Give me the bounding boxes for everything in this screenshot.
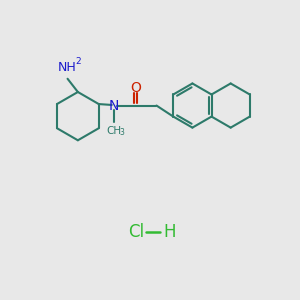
Text: O: O [130, 81, 141, 95]
Text: N: N [109, 98, 119, 112]
Text: 2: 2 [75, 57, 80, 66]
Text: 3: 3 [119, 128, 124, 136]
Text: CH: CH [106, 126, 122, 136]
Text: NH: NH [58, 61, 77, 74]
Text: H: H [163, 224, 176, 242]
Text: Cl: Cl [128, 224, 144, 242]
